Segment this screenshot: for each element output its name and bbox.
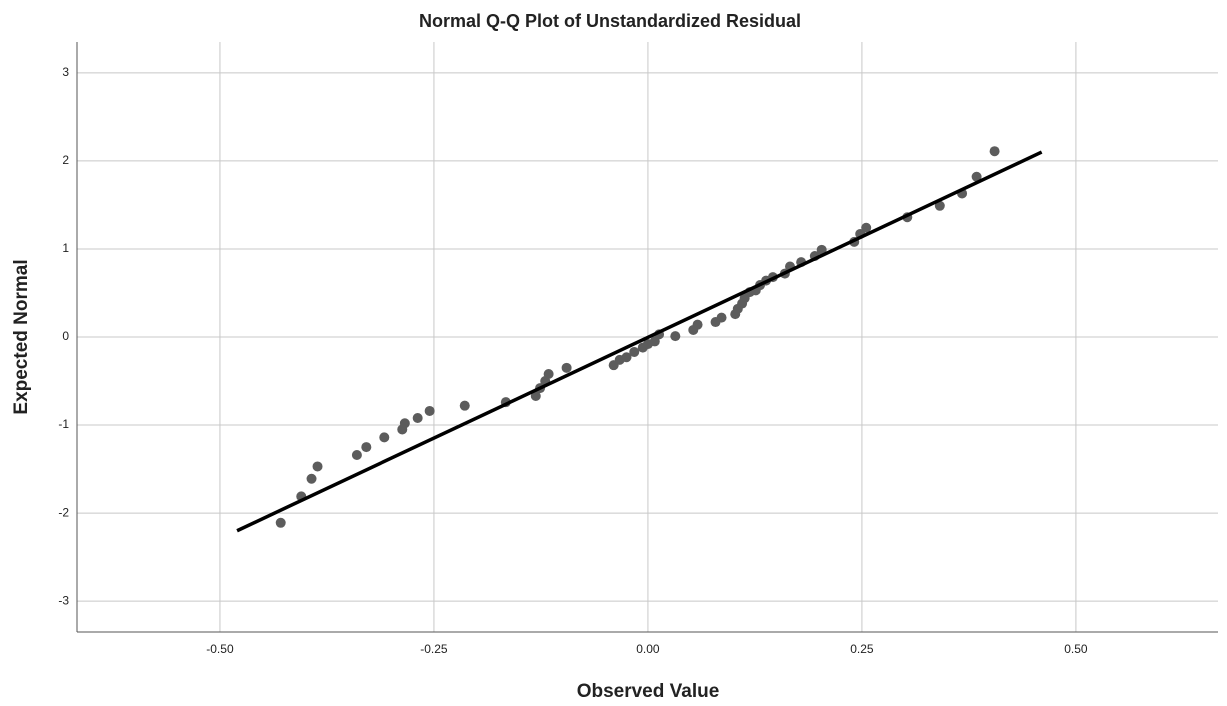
point xyxy=(399,418,410,429)
point xyxy=(621,352,632,363)
x-tick-label: -0.25 xyxy=(420,642,448,656)
point xyxy=(312,461,323,472)
x-tick-label: 0.50 xyxy=(1064,642,1088,656)
x-tick-label: 0.25 xyxy=(850,642,874,656)
y-axis-title: Expected Normal xyxy=(11,259,32,414)
point xyxy=(361,442,372,453)
y-tick-label: -1 xyxy=(58,417,69,431)
y-tick-label: 1 xyxy=(62,241,69,255)
y-tick-label: 0 xyxy=(62,329,69,343)
point xyxy=(670,331,681,342)
point xyxy=(692,319,703,330)
point xyxy=(716,312,727,323)
point xyxy=(816,244,827,255)
point xyxy=(412,413,423,424)
point xyxy=(861,222,872,233)
point xyxy=(629,346,640,357)
x-tick-label: 0.00 xyxy=(636,642,660,656)
chart-title: Normal Q-Q Plot of Unstandardized Residu… xyxy=(419,11,801,31)
point xyxy=(306,473,317,484)
point xyxy=(989,146,1000,157)
point xyxy=(934,200,945,211)
y-tick-label: -3 xyxy=(58,593,69,607)
point xyxy=(424,405,435,416)
point xyxy=(459,400,470,411)
point xyxy=(351,450,362,460)
y-tick-label: -2 xyxy=(58,505,69,519)
point xyxy=(543,368,554,379)
x-tick-label: -0.50 xyxy=(206,642,234,656)
x-axis-title: Observed Value xyxy=(577,681,720,702)
reference-line xyxy=(236,150,1043,533)
point xyxy=(971,171,982,182)
y-tick-label: 3 xyxy=(62,65,69,79)
point xyxy=(561,362,572,373)
point xyxy=(275,517,286,528)
point xyxy=(379,432,390,443)
point xyxy=(530,391,541,401)
y-tick-label: 2 xyxy=(62,153,69,167)
